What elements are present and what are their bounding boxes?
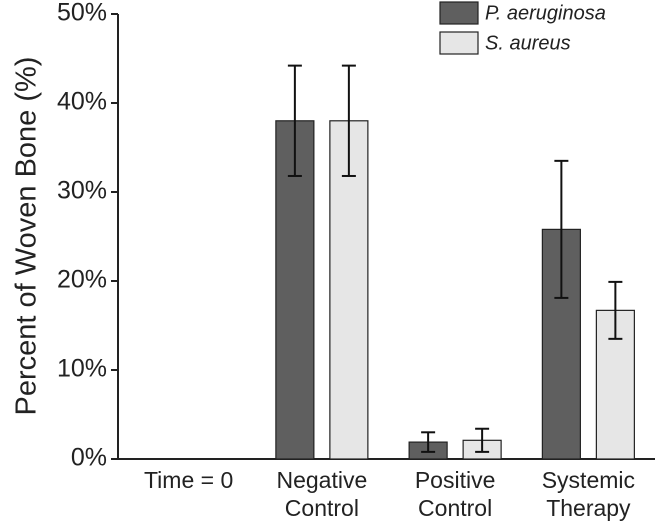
error-bar: [475, 427, 490, 453]
error-bar: [341, 64, 356, 177]
y-tick-label: 20%: [57, 266, 107, 294]
y-tick-label: 40%: [57, 88, 107, 116]
legend-label: S. aureus: [485, 32, 571, 54]
y-tick-label: 10%: [57, 355, 107, 383]
y-axis-label: Percent of Woven Bone (%): [11, 57, 43, 416]
bar: [275, 120, 315, 460]
legend-label: P. aeruginosa: [485, 2, 606, 24]
y-tick-label: 0%: [71, 444, 107, 472]
legend-swatch: [439, 31, 479, 55]
error-bar: [287, 64, 302, 177]
bar: [541, 228, 581, 460]
error-bar: [421, 431, 436, 453]
error-bar: [608, 280, 623, 340]
y-tick-label: 30%: [57, 177, 107, 205]
x-tick-label: Negative Control: [276, 467, 368, 521]
error-bar: [554, 159, 569, 299]
bar: [329, 120, 369, 460]
legend-swatch: [439, 1, 479, 25]
x-tick-label: Systemic Therapy: [541, 467, 636, 521]
x-tick-label: Time = 0: [143, 467, 234, 493]
y-tick-label: 50%: [57, 0, 107, 27]
x-tick-label: Positive Control: [414, 467, 496, 521]
